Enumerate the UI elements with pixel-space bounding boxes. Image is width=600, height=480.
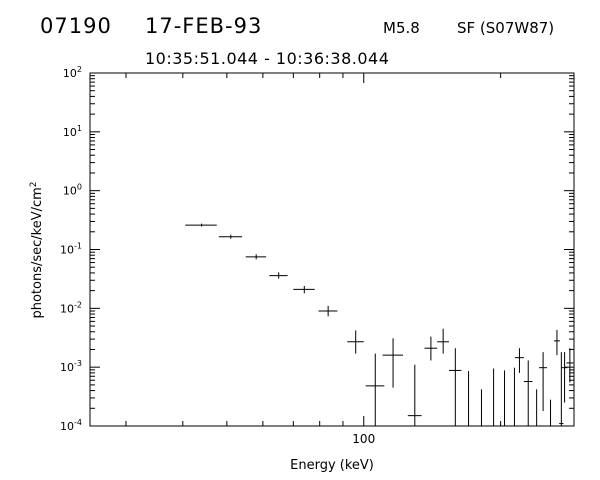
data-point bbox=[218, 234, 243, 239]
x-tick-label: 100 bbox=[352, 432, 375, 446]
data-point bbox=[269, 272, 288, 279]
data-points bbox=[185, 223, 574, 426]
event-date: 17-FEB-93 bbox=[145, 14, 263, 38]
event-id: 07190 bbox=[40, 14, 112, 38]
data-point bbox=[514, 348, 524, 373]
data-point bbox=[185, 223, 217, 227]
y-tick-label: 10-1 bbox=[60, 242, 82, 257]
y-tick-labels: 10-4 10-3 10-2 10-1 100 101 102 bbox=[60, 65, 82, 433]
y-tick-label: 100 bbox=[63, 183, 82, 198]
data-point bbox=[539, 352, 548, 411]
y-tick-label: 10-3 bbox=[60, 359, 82, 374]
y-axis-label: photons/sec/keV/cm2 bbox=[29, 181, 45, 318]
flare-location: SF (S07W87) bbox=[457, 19, 555, 37]
y-tick-label: 102 bbox=[63, 65, 82, 80]
y-tick-label: 101 bbox=[63, 124, 82, 139]
data-point bbox=[365, 353, 385, 426]
data-point bbox=[559, 352, 564, 426]
x-axis-label: Energy (keV) bbox=[290, 458, 374, 473]
plot-frame bbox=[89, 72, 575, 427]
y-axis-ticks bbox=[90, 72, 574, 427]
data-point bbox=[437, 328, 450, 354]
data-point bbox=[424, 336, 438, 361]
data-point bbox=[561, 352, 568, 403]
data-point bbox=[523, 360, 533, 426]
y-tick-label: 10-2 bbox=[60, 300, 82, 315]
y-axis-label-exponent: 2 bbox=[29, 181, 39, 187]
data-point bbox=[566, 348, 574, 383]
data-point bbox=[553, 329, 560, 356]
data-point bbox=[407, 364, 422, 426]
x-tick-labels: 100 bbox=[352, 432, 375, 446]
data-point bbox=[347, 330, 364, 354]
data-point bbox=[449, 348, 462, 426]
data-point bbox=[318, 305, 338, 317]
time-range: 10:35:51.044 - 10:36:38.044 bbox=[145, 49, 390, 68]
y-tick-label: 10-4 bbox=[60, 418, 82, 433]
x-axis-ticks bbox=[125, 73, 502, 426]
data-point bbox=[382, 338, 404, 388]
y-axis-label-base: photons/sec/keV/cm bbox=[30, 187, 45, 318]
data-point bbox=[245, 254, 267, 260]
data-point bbox=[293, 285, 315, 294]
flare-class: M5.8 bbox=[383, 19, 420, 37]
